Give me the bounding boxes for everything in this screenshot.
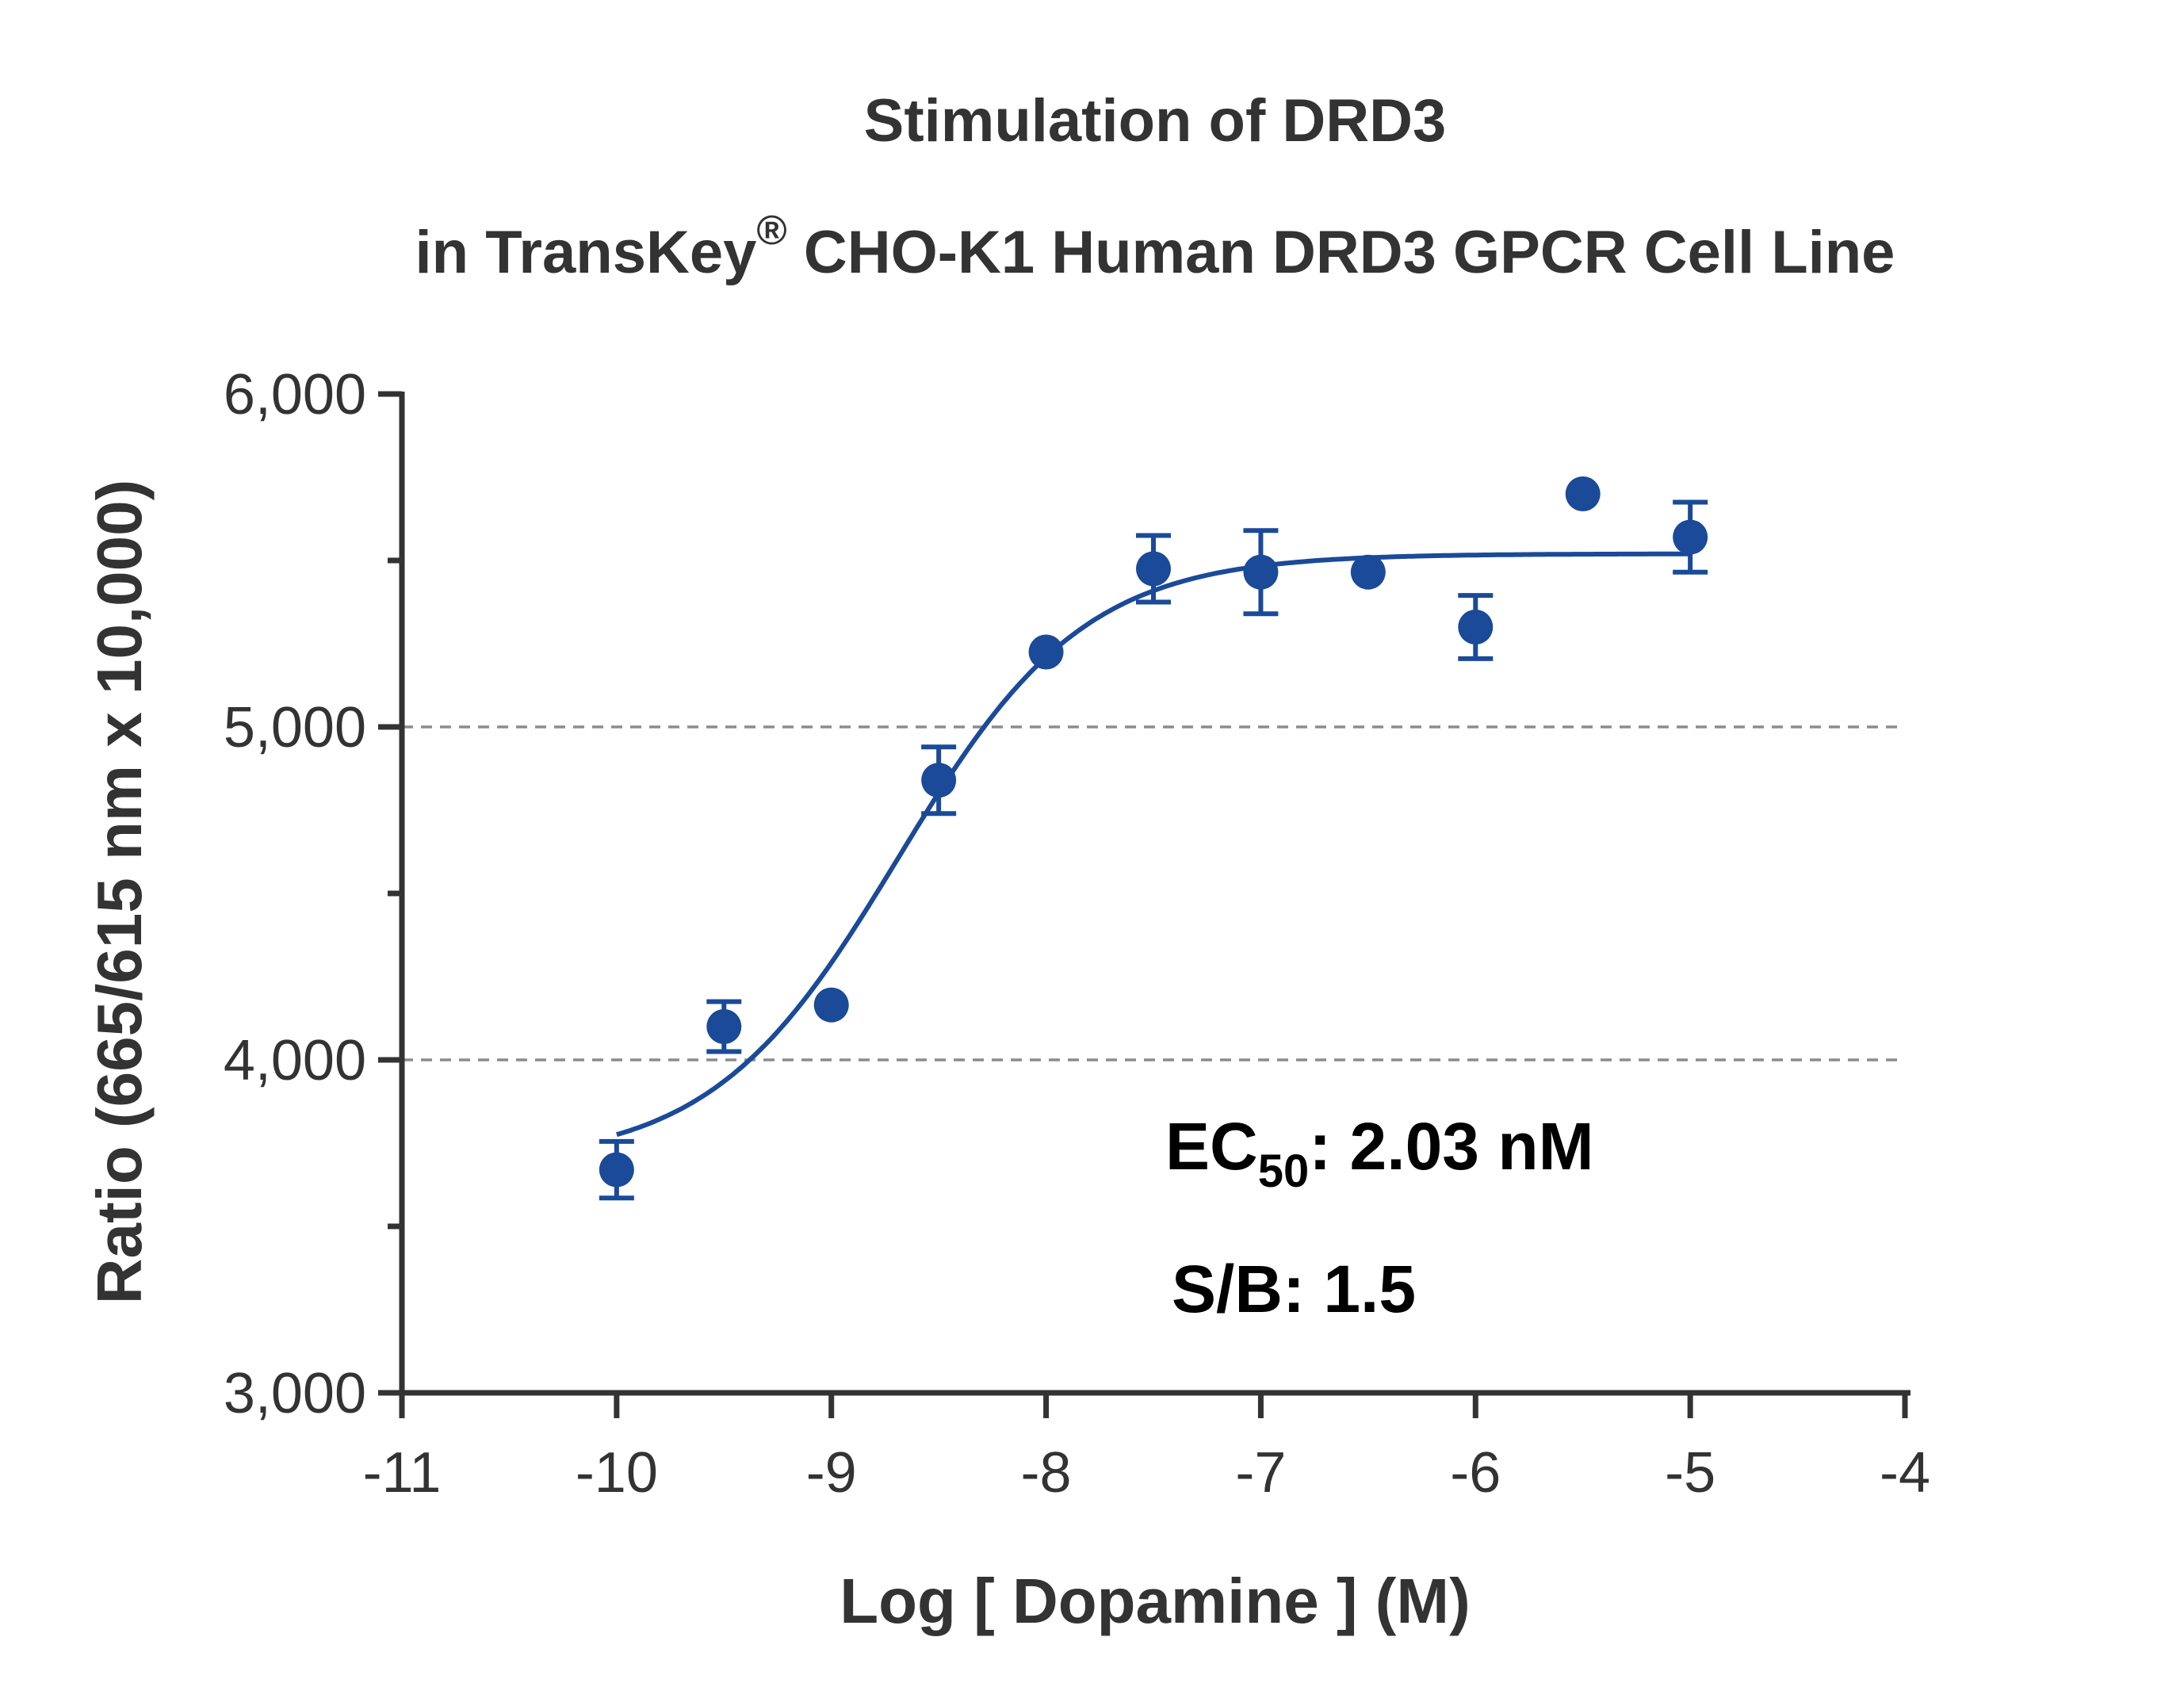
y-axis-label: Ratio (665/615 nm x 10,000) (84, 480, 155, 1305)
ec50-prefix: EC (1165, 1109, 1258, 1184)
y-axis-ticks: 3,000 4,000 5,000 6,000 (224, 363, 402, 1425)
x-tick-label: -10 (576, 1441, 658, 1505)
data-point (1565, 476, 1601, 511)
data-point (1136, 551, 1171, 587)
x-tick-label: -11 (363, 1441, 442, 1505)
y-tick-label: 4,000 (224, 1029, 366, 1092)
data-point (1028, 634, 1064, 670)
x-tick-label: -5 (1665, 1441, 1715, 1505)
data-point (599, 1152, 634, 1188)
data-point (1243, 554, 1279, 590)
x-tick-label: -9 (806, 1441, 857, 1505)
error-bars (599, 499, 1708, 1201)
y-tick-label: 6,000 (224, 363, 366, 426)
data-point (813, 987, 849, 1023)
chart-title-line-2: in TransKey® CHO-K1 Human DRD3 GPCR Cell… (415, 208, 1895, 286)
data-point (1673, 519, 1708, 555)
x-axis-label: Log [ Dopamine ] (M) (840, 1566, 1470, 1636)
chart-title-registered-mark: ® (756, 208, 786, 254)
x-axis-ticks: -11 -10 -9 -8 -7 -6 -5 -4 (363, 1393, 1930, 1505)
gridlines (402, 725, 1905, 1061)
fit-curve (616, 551, 1691, 1138)
data-points (599, 476, 1708, 1188)
data-point (706, 1009, 742, 1044)
sb-annotation: S/B: 1.5 (1172, 1252, 1416, 1326)
chart-title-line-2-post: CHO-K1 Human DRD3 GPCR Cell Line (787, 219, 1895, 286)
ec50-annotation: EC50: 2.03 nM (1165, 1109, 1594, 1197)
y-tick-label: 3,000 (224, 1362, 366, 1425)
x-tick-label: -8 (1021, 1441, 1072, 1505)
x-tick-label: -4 (1880, 1441, 1930, 1505)
ec50-subscript: 50 (1258, 1146, 1310, 1197)
data-point (1350, 554, 1386, 590)
ec50-suffix: : 2.03 nM (1309, 1109, 1593, 1184)
chart-title-line-2-pre: in TransKey (415, 219, 757, 286)
chart-title-line-1: Stimulation of DRD3 (864, 87, 1447, 155)
data-point (1458, 610, 1494, 644)
data-point (921, 763, 957, 798)
x-tick-label: -7 (1235, 1441, 1286, 1505)
x-tick-label: -6 (1450, 1441, 1501, 1505)
y-tick-label: 5,000 (224, 696, 366, 759)
